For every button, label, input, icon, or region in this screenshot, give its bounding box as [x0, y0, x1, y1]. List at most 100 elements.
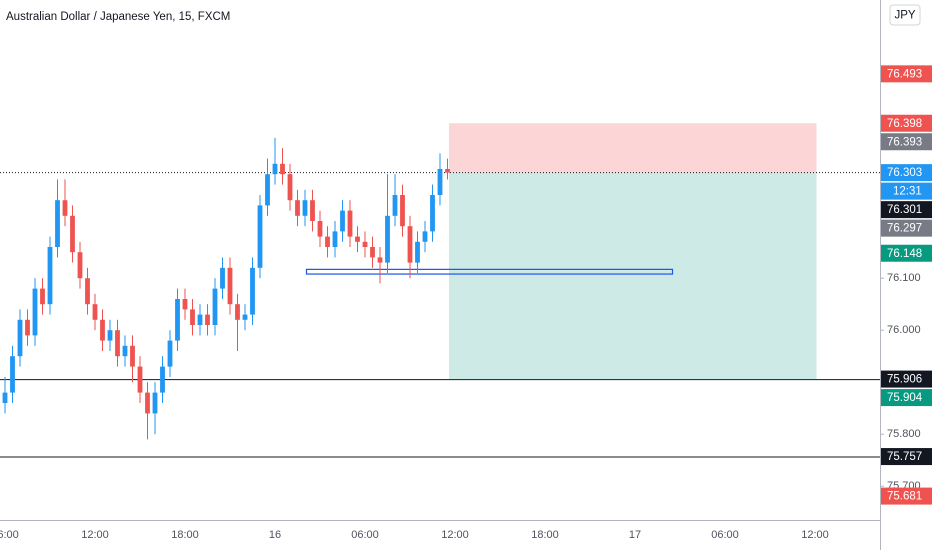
price-badge: [881, 219, 932, 237]
candle-body: [152, 392, 158, 414]
candle-body: [107, 330, 113, 341]
x-tick-label: 12:00: [801, 529, 829, 541]
price-badge: [881, 389, 932, 407]
x-tick-label: 06:00: [0, 529, 19, 541]
candle-body: [145, 392, 150, 414]
candle-body: [385, 215, 390, 263]
price-axis: 76.10076.00075.80075.70076.49376.39876.3…: [880, 65, 932, 505]
candle-body: [272, 163, 278, 175]
price-badge: [881, 114, 932, 132]
candle-body: [332, 231, 338, 247]
candle-body: [212, 288, 218, 325]
candle-body: [190, 309, 195, 325]
price-badge-label: 75.681: [887, 491, 922, 503]
candle-body: [347, 210, 353, 237]
candle-body: [130, 345, 135, 367]
y-tick-label: 75.800: [887, 428, 921, 440]
candle-body: [287, 174, 293, 201]
candle-body: [422, 231, 428, 242]
candle-body: [2, 392, 8, 403]
candle-body: [317, 221, 323, 237]
zone-rectangle: [305, 268, 674, 275]
candle-body: [310, 200, 315, 221]
price-badge-label: 76.148: [887, 248, 922, 260]
countdown-label: 12:31: [893, 186, 922, 198]
candle-body: [77, 252, 83, 279]
candle-body: [235, 304, 240, 320]
candle-body: [85, 278, 90, 305]
price-badge-label: 76.493: [887, 68, 922, 80]
candle-body: [407, 226, 413, 263]
candle-body: [400, 195, 405, 227]
candle-body: [242, 314, 248, 320]
candle-body: [175, 299, 180, 341]
candle-body: [167, 340, 173, 367]
y-tick-label: 76.000: [887, 324, 921, 336]
candle-body: [47, 247, 53, 305]
y-tick-label: 76.100: [887, 272, 921, 284]
candle-body: [430, 195, 435, 232]
candle-body: [115, 330, 120, 357]
candle-body: [92, 304, 98, 320]
candle-body: [197, 314, 203, 325]
candle-body: [280, 163, 285, 175]
candle-body: [100, 319, 105, 341]
candle-body: [17, 319, 23, 357]
price-badge: [881, 487, 932, 505]
candle-body: [40, 288, 45, 305]
candle-body: [370, 247, 375, 258]
candle-body: [377, 257, 383, 263]
candle-body: [362, 241, 368, 247]
price-badge-label: 76.398: [887, 118, 922, 130]
price-badge: [881, 244, 932, 262]
candle-body: [62, 200, 68, 216]
price-badge-label: 75.904: [887, 392, 923, 404]
candle-body: [122, 345, 128, 357]
candle-body: [250, 267, 255, 315]
candle-body: [257, 205, 263, 268]
candle-body: [205, 314, 210, 325]
candle-body: [220, 267, 225, 289]
candle-body: [227, 267, 233, 305]
x-tick-label: 06:00: [711, 529, 739, 541]
candle-body: [265, 174, 270, 206]
price-badge-label: 76.393: [887, 136, 922, 148]
plot-area: [0, 123, 880, 458]
price-badge: [881, 65, 932, 83]
price-badge: [881, 201, 932, 219]
candle-body: [437, 169, 443, 195]
candle-body: [392, 195, 398, 216]
candle-body: [70, 215, 75, 253]
x-tick-label: 17: [629, 529, 641, 541]
price-badge: [881, 448, 932, 466]
candle-body: [137, 366, 143, 393]
price-badge-label: 75.757: [887, 451, 922, 463]
candle-body: [55, 200, 60, 247]
x-tick-label: 06:00: [351, 529, 379, 541]
target-zone: [449, 172, 817, 380]
x-tick-label: 12:00: [81, 529, 109, 541]
price-badge-label: 76.301: [887, 204, 922, 216]
candle-body: [295, 200, 300, 216]
price-badge-label: 76.303: [887, 167, 922, 179]
candle-body: [415, 241, 420, 263]
candle-body: [340, 210, 345, 232]
countdown-badge: [881, 182, 932, 200]
stop-zone: [449, 123, 817, 173]
price-badge-label: 75.906: [887, 374, 922, 386]
currency-button[interactable]: [889, 4, 921, 26]
currency-button-label[interactable]: JPY: [894, 10, 915, 22]
chart-title: Australian Dollar / Japanese Yen, 15, FX…: [6, 11, 230, 23]
candle-body: [445, 169, 450, 173]
candle-body: [10, 356, 15, 393]
x-tick-label: 12:00: [441, 529, 469, 541]
candle-body: [32, 288, 38, 336]
candle-body: [25, 319, 30, 336]
x-tick-label: 16: [269, 529, 281, 541]
candle-body: [182, 299, 188, 310]
candle-body: [325, 236, 330, 247]
x-tick-label: 18:00: [531, 529, 559, 541]
price-badge: [881, 164, 932, 182]
price-badge: [881, 133, 932, 151]
